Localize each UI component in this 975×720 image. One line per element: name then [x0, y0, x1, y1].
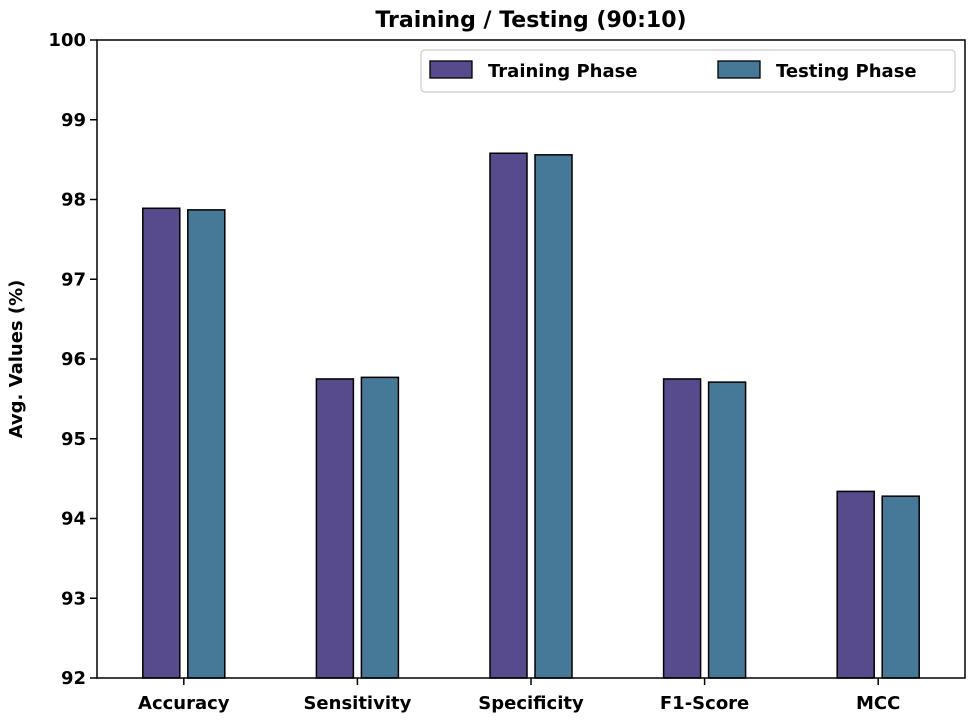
- y-tick-label: 99: [61, 110, 86, 131]
- bar-accuracy-training-phase: [142, 207, 181, 679]
- x-tick-label: Specificity: [478, 693, 584, 714]
- bar-sensitivity-training-phase: [315, 378, 355, 679]
- bar-mcc-testing-phase: [881, 495, 920, 679]
- bar-specificity-testing-phase: [534, 154, 573, 679]
- x-tick-label: F1-Score: [660, 693, 749, 714]
- legend-swatch: [717, 60, 761, 79]
- y-tick-label: 93: [61, 588, 86, 609]
- bar-mcc-training-phase: [836, 490, 875, 679]
- y-tick-label: 97: [61, 269, 86, 290]
- y-axis: 92 93 94 95 96 97 98 99 100: [48, 30, 97, 689]
- legend-label: Testing Phase: [776, 61, 917, 82]
- y-axis-label: Avg. Values (%): [6, 280, 27, 439]
- x-tick-label: Accuracy: [138, 693, 230, 714]
- y-tick-label: 98: [61, 190, 86, 211]
- bar-accuracy-testing-phase: [187, 209, 226, 679]
- y-tick-label: 92: [61, 668, 86, 689]
- legend: Training Phase Testing Phase: [420, 49, 956, 93]
- y-tick-label: 100: [48, 30, 86, 51]
- legend-box: [420, 49, 956, 93]
- x-tick-label: Sensitivity: [303, 693, 411, 714]
- bar-f1-score-testing-phase: [707, 381, 747, 679]
- bars-group: [142, 152, 920, 679]
- bar-specificity-training-phase: [489, 152, 528, 679]
- bar-sensitivity-testing-phase: [360, 376, 400, 679]
- x-tick-label: MCC: [856, 693, 900, 714]
- y-tick-label: 95: [61, 429, 86, 450]
- chart-title: Training / Testing (90:10): [375, 8, 686, 33]
- y-tick-label: 96: [61, 349, 86, 370]
- plot-frame: [96, 39, 966, 679]
- legend-label: Training Phase: [488, 61, 638, 82]
- bar-f1-score-training-phase: [662, 378, 702, 679]
- legend-swatch: [429, 60, 473, 79]
- y-tick-label: 94: [61, 509, 86, 530]
- x-axis: Accuracy Sensitivity Specificity F1-Score MC…: [138, 678, 900, 714]
